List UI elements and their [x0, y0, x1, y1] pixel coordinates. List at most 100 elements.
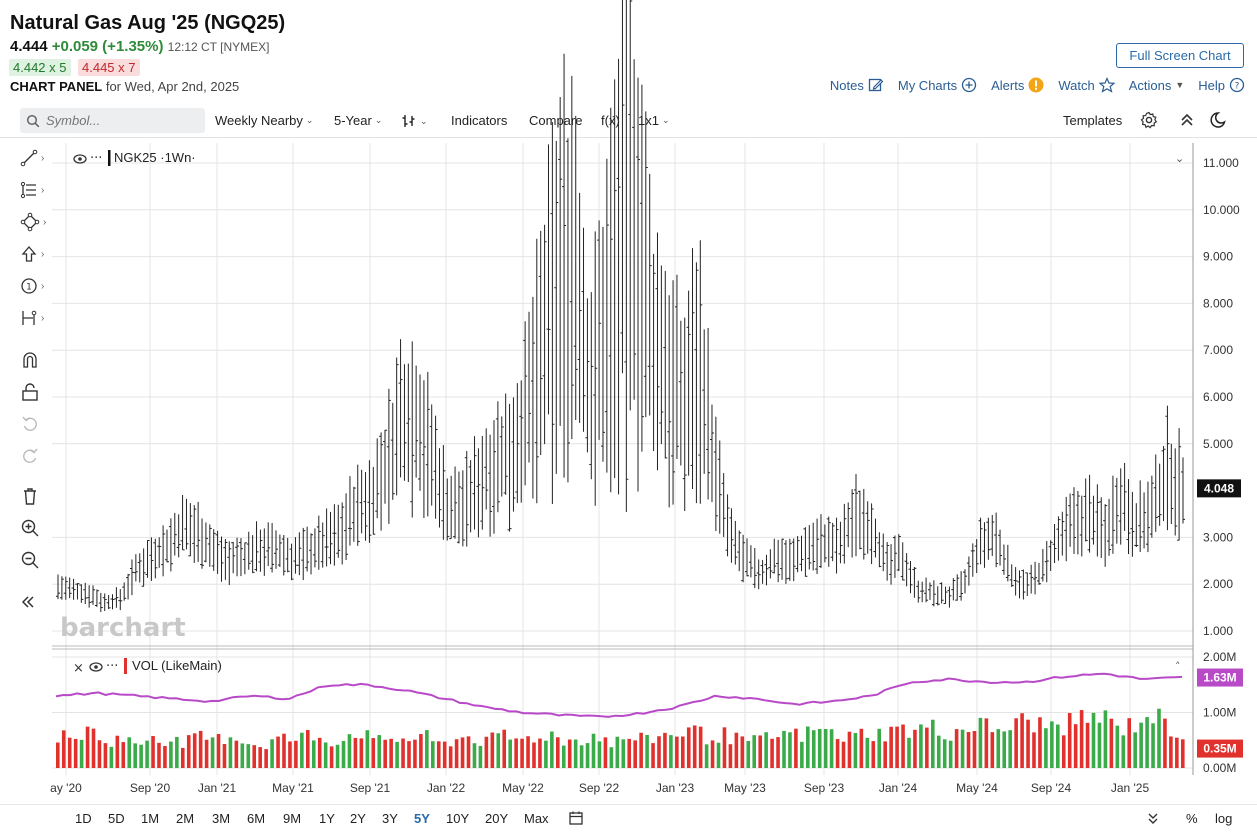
redo-button[interactable]	[20, 444, 50, 468]
price-bar	[807, 525, 812, 570]
volume-bar	[276, 736, 280, 768]
volume-bar	[436, 741, 441, 768]
full-screen-chart-button[interactable]: Full Screen Chart	[1116, 43, 1244, 68]
volume-bar	[782, 730, 786, 768]
close-icon[interactable]: ×	[73, 661, 84, 676]
price-bar	[1001, 544, 1006, 575]
more-options-icon[interactable]: ···	[90, 151, 102, 166]
volume-bar	[734, 732, 739, 768]
alerts-link[interactable]: Alerts	[991, 77, 1044, 93]
range-button-3m[interactable]: 3M	[212, 811, 231, 826]
percent-toggle[interactable]: %	[1186, 811, 1198, 826]
range-button-9m[interactable]: 9M	[283, 811, 302, 826]
lock-tool[interactable]	[20, 380, 50, 404]
arrow-tool[interactable]: ›	[20, 242, 50, 266]
price-bar	[441, 445, 446, 540]
eye-icon[interactable]	[89, 662, 103, 672]
volume-bar	[1103, 710, 1108, 768]
magnet-tool[interactable]	[20, 348, 50, 372]
period-dropdown[interactable]: 5-Year ⌄	[334, 113, 382, 128]
volume-bar	[61, 730, 66, 768]
volume-bar	[264, 749, 268, 768]
price-bar	[523, 321, 528, 486]
chevron-down-icon[interactable]: ⌄	[1175, 152, 1184, 165]
help-label: Help	[1198, 77, 1225, 93]
unlock-icon	[22, 383, 38, 401]
trendline-tool[interactable]: ›	[20, 146, 50, 170]
date-axis: ay '20 Sep '20 Jan '21 May '21 Sep '21 Jan '2…	[50, 781, 1149, 795]
price-bar	[141, 548, 146, 587]
volume-bar	[151, 736, 155, 768]
collapse-button[interactable]	[1180, 112, 1194, 128]
date-range-button[interactable]	[568, 810, 584, 829]
range-button-1m[interactable]: 1M	[141, 811, 160, 826]
notes-link[interactable]: Notes	[830, 77, 884, 93]
price-bar	[332, 504, 337, 566]
range-button-1y[interactable]: 1Y	[319, 811, 335, 826]
indicators-button[interactable]: Indicators	[451, 113, 508, 128]
price-bar	[1064, 496, 1069, 562]
fibonacci-tool[interactable]: ›	[20, 178, 50, 202]
eye-icon[interactable]	[73, 154, 87, 164]
settings-button[interactable]	[1140, 111, 1158, 129]
range-button-6m[interactable]: 6M	[247, 811, 266, 826]
price-bar	[188, 503, 193, 557]
range-button-3y[interactable]: 3Y	[382, 811, 398, 826]
compare-button[interactable]: Compare	[529, 113, 583, 128]
log-scale-toggle[interactable]: log	[1215, 811, 1233, 826]
range-button-max[interactable]: Max	[524, 811, 549, 826]
price-bar	[196, 501, 201, 562]
shapes-tool[interactable]: ›	[20, 210, 50, 234]
symbol-search-input[interactable]	[46, 113, 186, 128]
more-options-icon[interactable]: ···	[106, 659, 118, 674]
range-button-5y[interactable]: 5Y	[414, 811, 430, 826]
range-button-20y[interactable]: 20Y	[485, 811, 509, 826]
volume-bar	[841, 741, 846, 768]
zoom-out-button[interactable]	[20, 548, 50, 572]
dark-mode-toggle[interactable]	[1210, 111, 1228, 129]
notes-label: Notes	[829, 77, 864, 93]
price-bar	[1029, 564, 1034, 594]
price-bar	[1145, 481, 1150, 553]
my-charts-link[interactable]: My Charts	[898, 77, 977, 93]
layout-dropdown[interactable]: 1x1 ⌄	[638, 113, 670, 128]
volume-bar	[692, 725, 697, 768]
collapse-sidebar-button[interactable]	[20, 590, 50, 614]
volume-bar	[1085, 722, 1090, 768]
templates-button[interactable]: Templates	[1063, 113, 1123, 128]
volume-bar	[359, 738, 364, 768]
symbol-search[interactable]	[20, 108, 205, 133]
volume-bar	[936, 735, 941, 768]
price-bar	[126, 574, 131, 600]
range-button-10y[interactable]: 10Y	[446, 811, 470, 826]
volume-bar	[633, 740, 637, 768]
annotation-tool[interactable]: 1 ›	[20, 274, 50, 298]
volume-average-line	[55, 672, 1183, 718]
range-button-2m[interactable]: 2M	[176, 811, 195, 826]
delete-drawings-button[interactable]	[20, 484, 50, 508]
range-button-2y[interactable]: 2Y	[350, 811, 366, 826]
volume-bar	[1056, 724, 1060, 768]
undo-button[interactable]	[20, 412, 50, 436]
bar-type-dropdown[interactable]: ⌄	[401, 113, 428, 129]
measure-tool[interactable]: ›	[20, 306, 50, 330]
volume-bar	[1139, 722, 1143, 768]
price-bar	[1157, 463, 1162, 526]
last-price-marker	[1197, 479, 1241, 498]
scroll-end-button[interactable]	[1147, 811, 1159, 828]
zoom-in-button[interactable]	[20, 516, 50, 540]
volume-bar	[67, 737, 72, 768]
aggregation-dropdown[interactable]: Weekly Nearby ⌄	[215, 113, 313, 128]
range-button-5d[interactable]: 5D	[108, 811, 125, 826]
actions-menu[interactable]: Actions ▼	[1129, 78, 1185, 93]
volume-bar	[847, 731, 852, 768]
price-bar	[527, 311, 532, 463]
page-title: Natural Gas Aug '25 (NGQ25)	[10, 12, 286, 34]
volume-bar	[686, 727, 691, 768]
help-link[interactable]: Help ?	[1198, 77, 1245, 93]
watch-link[interactable]: Watch	[1058, 77, 1115, 93]
range-button-1d[interactable]: 1D	[75, 811, 92, 826]
chevron-up-icon[interactable]: ˄	[1175, 660, 1181, 673]
volume-bar	[651, 743, 655, 768]
